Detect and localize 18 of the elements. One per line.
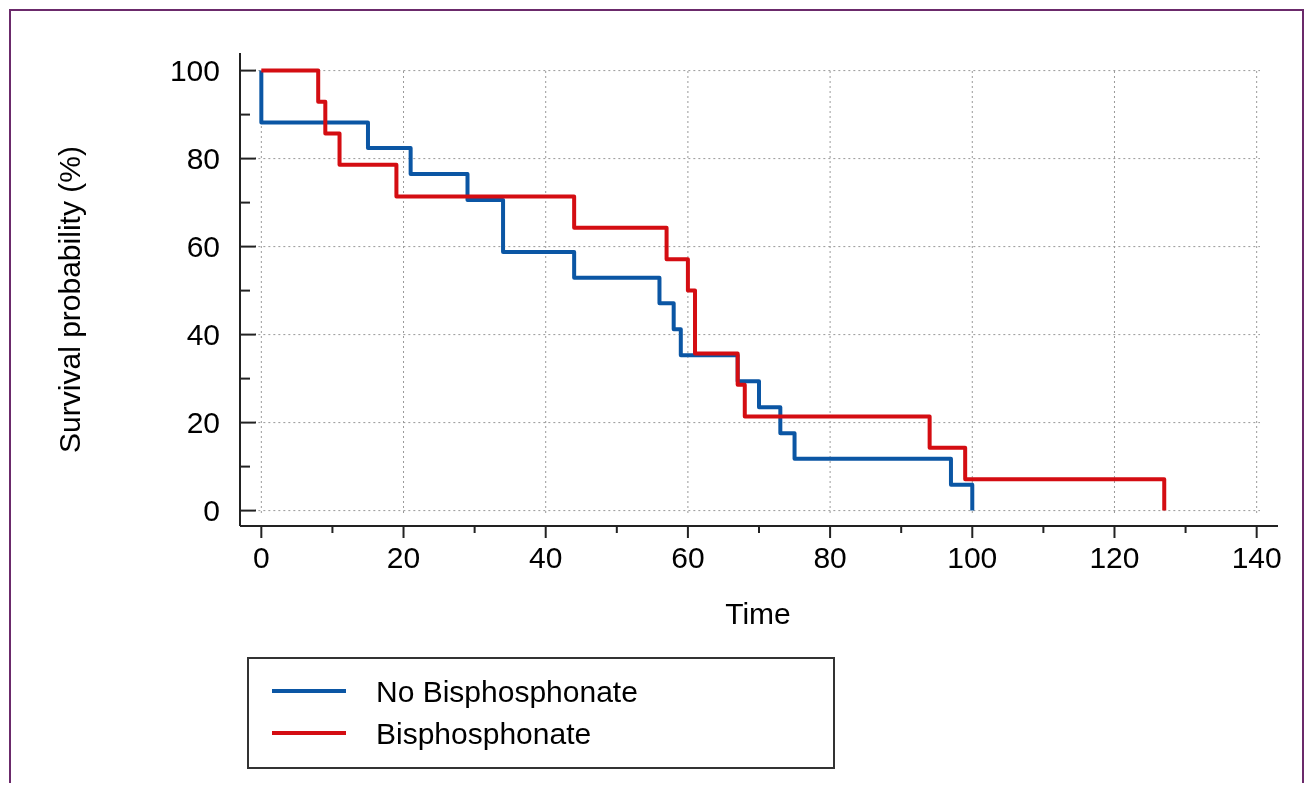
legend-label: Bisphosphonate xyxy=(376,716,592,750)
legend-label: No Bisphosphonate xyxy=(376,674,638,708)
x-tick-label: 80 xyxy=(813,541,847,574)
x-tick-label: 120 xyxy=(1089,541,1140,574)
y-tick-label: 0 xyxy=(203,494,220,528)
y-tick-label: 60 xyxy=(186,230,220,264)
y-tick-label: 100 xyxy=(169,54,220,88)
x-tick-label: 40 xyxy=(529,541,563,574)
y-tick-label: 20 xyxy=(186,406,220,440)
y-tick-label: 80 xyxy=(186,142,220,176)
x-tick-label: 140 xyxy=(1231,541,1282,574)
x-tick-label: 0 xyxy=(252,541,270,574)
x-tick-label: 100 xyxy=(947,541,998,574)
y-tick-label: 40 xyxy=(186,318,220,352)
x-axis-title: Time xyxy=(725,597,791,630)
y-axis-title: Survival probability (%) xyxy=(53,146,86,453)
x-tick-label: 20 xyxy=(386,541,421,574)
x-tick-label: 60 xyxy=(671,541,705,574)
